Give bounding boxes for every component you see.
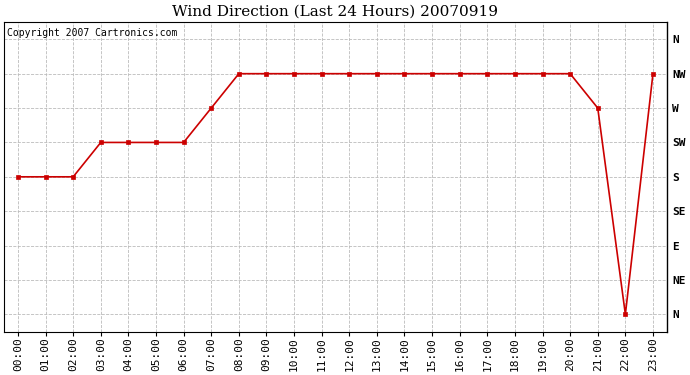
Text: Copyright 2007 Cartronics.com: Copyright 2007 Cartronics.com: [8, 28, 178, 38]
Title: Wind Direction (Last 24 Hours) 20070919: Wind Direction (Last 24 Hours) 20070919: [172, 4, 498, 18]
